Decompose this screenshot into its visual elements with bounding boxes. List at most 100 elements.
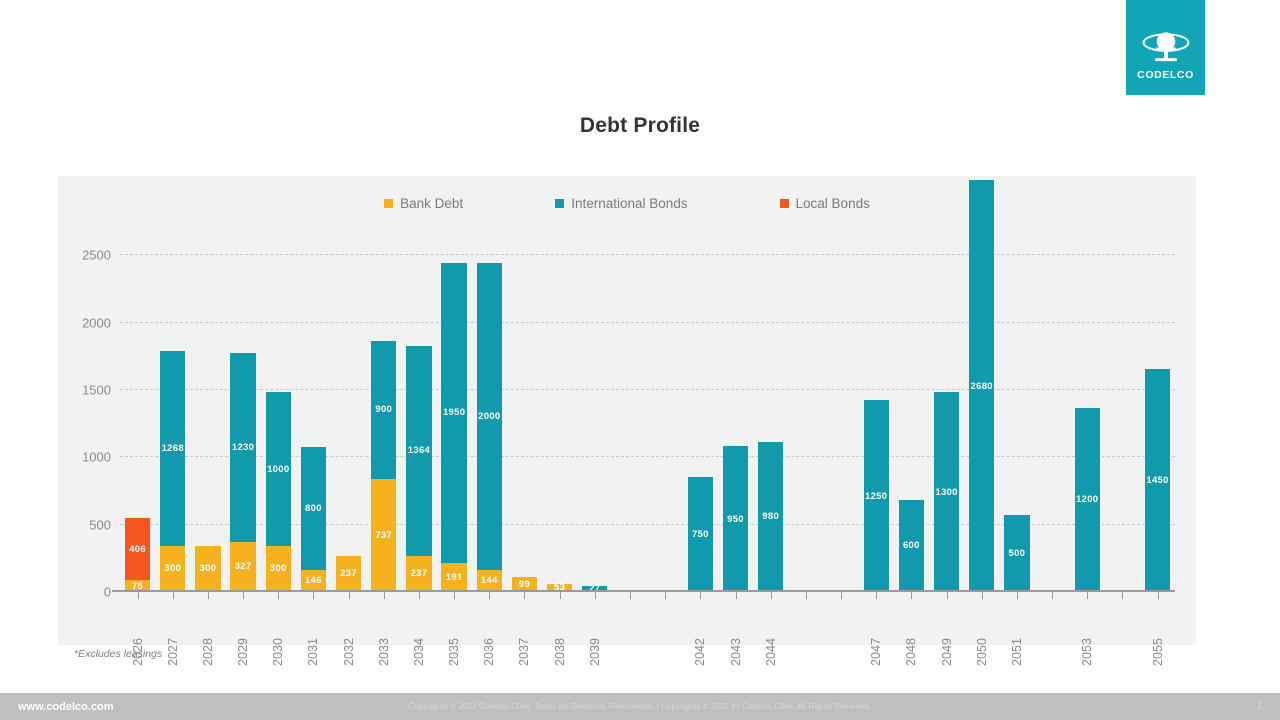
- bar-segment-international-bonds[interactable]: 1450: [1144, 369, 1171, 592]
- bar-segment-bank-debt[interactable]: 300: [265, 545, 291, 592]
- bar-segment-international-bonds[interactable]: 1364: [406, 346, 432, 556]
- y-axis-tick-label: 2000: [82, 315, 111, 331]
- x-axis-tick: [278, 592, 280, 599]
- bar-group-2050[interactable]: 2680 2050: [964, 180, 999, 666]
- bar-segment-international-bonds[interactable]: 2680: [969, 180, 995, 592]
- bar-group-2052[interactable]: [1034, 215, 1069, 599]
- x-label-wrap: 2049: [929, 592, 964, 666]
- bar-segment-international-bonds[interactable]: 500: [1004, 515, 1030, 592]
- legend-item-international-bonds[interactable]: International Bonds: [555, 196, 688, 211]
- bar-group-2028[interactable]: 300 2028: [190, 215, 225, 666]
- bar-segment-international-bonds[interactable]: 1950: [441, 263, 467, 563]
- bar-group-2051[interactable]: 500 2051: [999, 215, 1034, 666]
- bar-segment-bank-debt[interactable]: 75: [124, 580, 151, 592]
- x-axis-tick-label: 2053: [1080, 638, 1095, 666]
- x-label-wrap: 2026: [120, 592, 155, 666]
- bar-segment-international-bonds[interactable]: 1250: [863, 400, 889, 592]
- bar-group-2030[interactable]: 300 1000 2030: [261, 215, 296, 666]
- bar-segment-international-bonds[interactable]: 1268: [160, 351, 186, 546]
- x-label-wrap: 2029: [226, 592, 261, 666]
- bar-segment-international-bonds[interactable]: 950: [722, 446, 749, 592]
- x-axis-tick-label: 2033: [376, 638, 391, 666]
- bar-stack: 1200: [1074, 407, 1100, 592]
- bar-segment-international-bonds[interactable]: 1200: [1074, 407, 1100, 592]
- bar-stack: 75 406: [124, 518, 151, 592]
- x-axis-tick: [137, 592, 139, 599]
- bar-stack: 950: [722, 446, 749, 592]
- x-axis-tick-label: 2031: [306, 638, 321, 666]
- bar-value-label: 1950: [442, 407, 466, 419]
- bar-segment-bank-debt[interactable]: 737: [371, 478, 397, 592]
- bar-group-2026[interactable]: 75 406 2026: [120, 215, 155, 666]
- bar-value-label: 800: [305, 502, 322, 514]
- bar-segment-bank-debt[interactable]: 53: [546, 582, 573, 593]
- bar-group-2049[interactable]: 1300 2049: [929, 215, 964, 666]
- bar-segment-bank-debt[interactable]: 237: [335, 555, 362, 592]
- bar-segment-international-bonds[interactable]: 800: [300, 446, 327, 570]
- bar-segment-international-bonds[interactable]: 1230: [230, 352, 256, 542]
- bar-group-2032[interactable]: 237 2032: [331, 215, 366, 666]
- bar-segment-international-bonds[interactable]: 900: [371, 340, 397, 479]
- x-label-wrap: 2047: [859, 592, 894, 666]
- legend-item-bank-debt[interactable]: Bank Debt: [384, 196, 463, 211]
- x-label-wrap: 2036: [472, 592, 507, 666]
- bar-group-2037[interactable]: 99 2037: [507, 215, 542, 666]
- bar-segment-bank-debt[interactable]: 300: [160, 545, 186, 592]
- x-axis-tick: [1157, 592, 1159, 599]
- x-label-wrap: 2039: [577, 592, 612, 666]
- bar-group-2045[interactable]: [788, 215, 823, 599]
- bar-segment-bank-debt[interactable]: 99: [511, 576, 538, 592]
- bar-segment-international-bonds[interactable]: 27: [582, 583, 608, 594]
- bar-segment-international-bonds[interactable]: 2000: [476, 262, 502, 570]
- bar-group-2034[interactable]: 237 1364 2034: [401, 215, 436, 666]
- bar-group-2042[interactable]: 750 2042: [683, 215, 718, 666]
- footer-website-link[interactable]: www.codelco.com: [18, 700, 114, 713]
- bar-group-2036[interactable]: 144 2000 2036: [472, 215, 507, 666]
- bar-group-2031[interactable]: 146 800 2031: [296, 215, 331, 666]
- bar-segment-bank-debt[interactable]: 144: [476, 569, 502, 592]
- bar-segment-local-bonds[interactable]: 406: [124, 518, 151, 581]
- x-label-wrap: [823, 592, 858, 634]
- x-axis-tick-label: 2029: [236, 638, 251, 666]
- bar-segment-international-bonds[interactable]: 1300: [933, 392, 960, 592]
- x-label-wrap: 2048: [894, 592, 929, 666]
- bar-value-label: 327: [234, 561, 252, 573]
- bar-group-2039[interactable]: 27 2039: [577, 215, 612, 666]
- x-label-wrap: 2035: [437, 592, 472, 666]
- x-label-wrap: 2042: [683, 592, 718, 666]
- bar-group-2053[interactable]: 1200 2053: [1070, 215, 1105, 666]
- bar-group-2033[interactable]: 737 900 2033: [366, 215, 401, 666]
- bar-group-2054[interactable]: [1105, 215, 1140, 599]
- footer-copyright: Copyrights © 2022 Codelco Chile. Todos l…: [408, 702, 872, 711]
- bar-segment-international-bonds[interactable]: 980: [758, 441, 784, 592]
- bar-group-2029[interactable]: 327 1230 2029: [226, 215, 261, 666]
- bar-group-2041[interactable]: [648, 215, 683, 599]
- bar-group-2048[interactable]: 600 2048: [894, 215, 929, 666]
- bar-group-2027[interactable]: 300 1268 2027: [155, 215, 190, 666]
- bar-value-label: 300: [199, 563, 217, 575]
- legend-item-local-bonds[interactable]: Local Bonds: [779, 196, 870, 211]
- x-axis-tick-label: 2032: [341, 638, 356, 666]
- bar-segment-bank-debt[interactable]: 300: [195, 545, 221, 592]
- bar-segment-bank-debt[interactable]: 146: [300, 569, 327, 592]
- x-axis-tick: [313, 592, 315, 599]
- bar-group-2047[interactable]: 1250 2047: [859, 215, 894, 666]
- bar-group-2038[interactable]: 53 2038: [542, 215, 577, 666]
- bar-segment-bank-debt[interactable]: 191: [441, 562, 467, 592]
- bar-stack: 237: [335, 555, 362, 592]
- bar-segment-international-bonds[interactable]: 1000: [265, 392, 291, 546]
- x-axis-tick-label: 2047: [869, 638, 884, 666]
- x-label-wrap: 2050: [964, 592, 999, 666]
- bar-segment-bank-debt[interactable]: 237: [406, 555, 432, 592]
- bar-group-2043[interactable]: 950 2043: [718, 215, 753, 666]
- bar-value-label: 1200: [1076, 494, 1099, 506]
- bar-segment-international-bonds[interactable]: 600: [898, 499, 925, 592]
- bar-segment-bank-debt[interactable]: 327: [230, 541, 256, 592]
- bar-group-2046[interactable]: [823, 215, 858, 599]
- bar-group-2035[interactable]: 191 1950 2035: [437, 215, 472, 666]
- bar-group-2044[interactable]: 980 2044: [753, 215, 788, 666]
- bar-group-2055[interactable]: 1450 2055: [1140, 215, 1175, 666]
- bar-group-2040[interactable]: [612, 215, 647, 599]
- legend-label: Local Bonds: [795, 196, 870, 211]
- bar-segment-international-bonds[interactable]: 750: [687, 476, 713, 592]
